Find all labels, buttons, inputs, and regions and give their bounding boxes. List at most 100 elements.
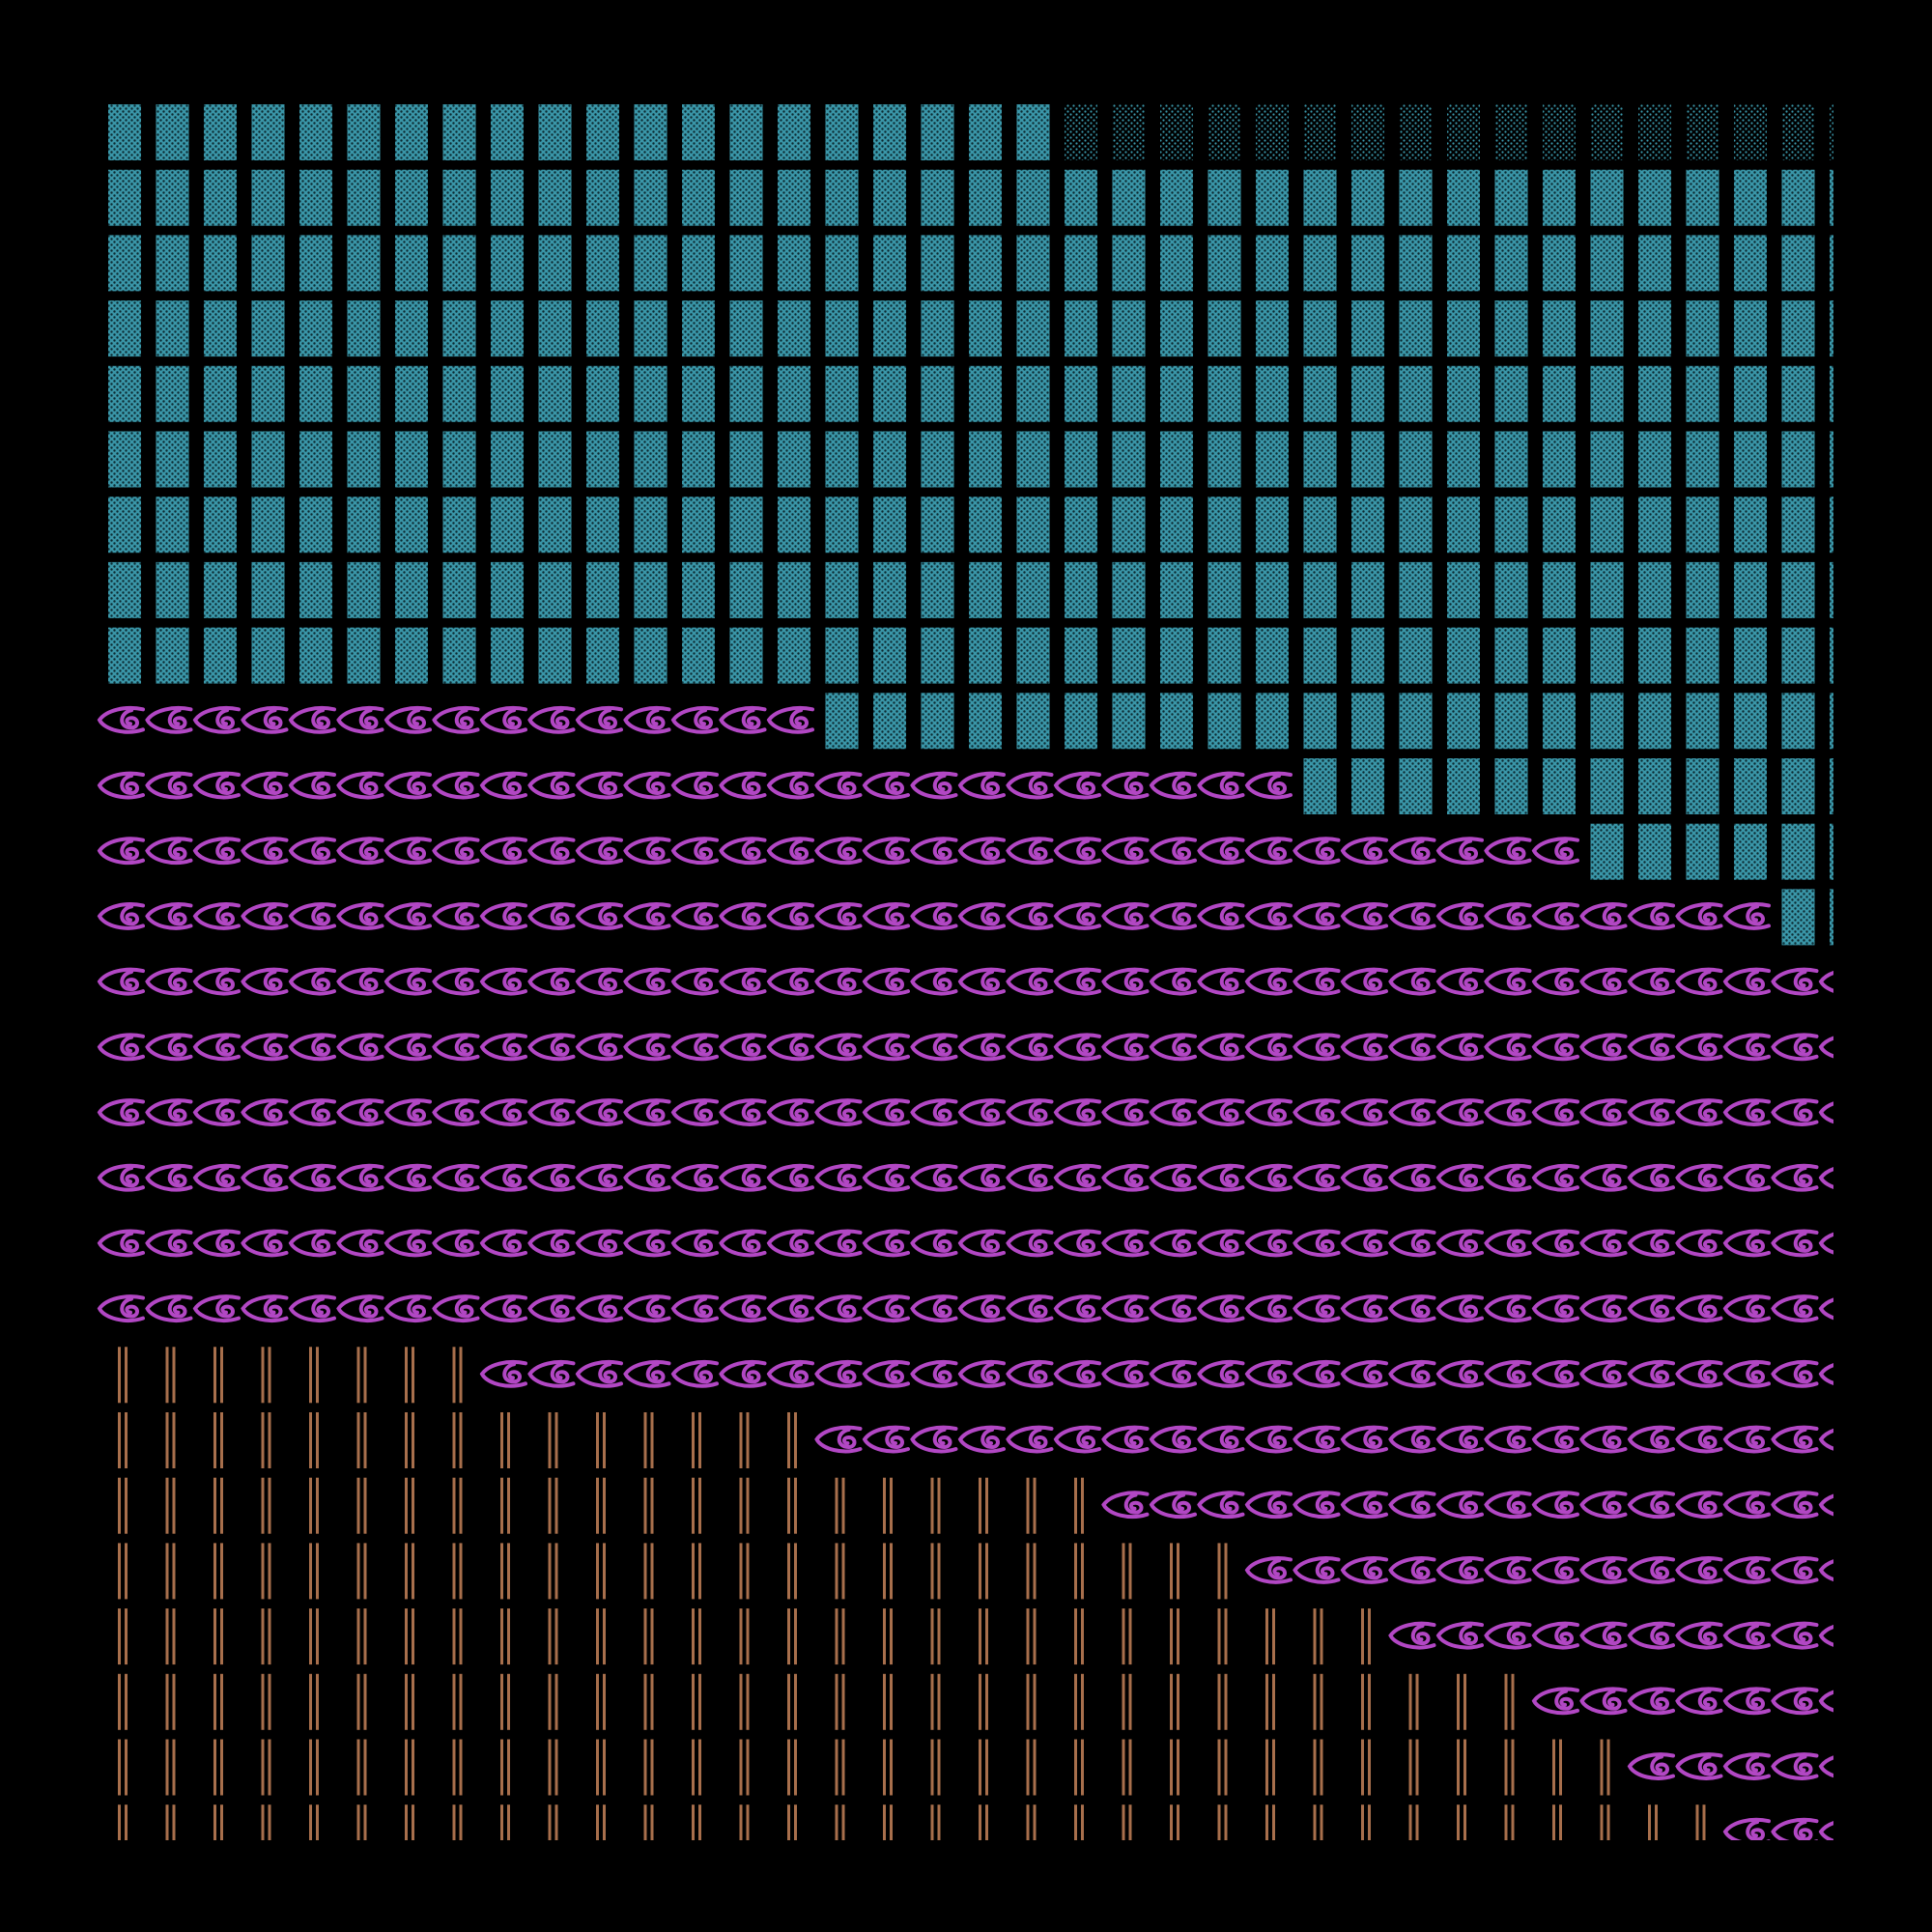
curl-glyph	[241, 1098, 289, 1126]
dotted-block	[586, 365, 619, 422]
curl-glyph	[1771, 967, 1819, 996]
dotted-block	[1638, 823, 1671, 880]
curl-glyph	[1484, 1229, 1532, 1258]
curl-glyph	[576, 1229, 623, 1258]
double-bar	[1217, 1804, 1221, 1840]
curl-glyph	[145, 771, 193, 800]
curl-glyph	[98, 902, 145, 930]
double-bar	[500, 1477, 503, 1534]
double-bar	[841, 1739, 845, 1796]
curl-glyph	[623, 1294, 671, 1322]
dotted-block	[1065, 104, 1097, 160]
double-bar	[739, 1608, 743, 1665]
double-bar	[405, 1412, 408, 1468]
double-bar	[1265, 1608, 1268, 1665]
double-bar	[698, 1543, 701, 1600]
double-bar	[356, 1543, 360, 1600]
curl-glyph	[1484, 1425, 1532, 1454]
double-bar	[937, 1608, 941, 1665]
curl-glyph	[241, 1163, 289, 1192]
dotted-block	[1590, 431, 1624, 488]
curl-glyph	[527, 967, 576, 996]
double-bar	[118, 1477, 121, 1534]
double-bar	[739, 1412, 743, 1468]
curl-glyph	[1006, 1294, 1054, 1322]
curl-glyph	[193, 1229, 241, 1258]
curl-glyph	[1150, 902, 1197, 930]
curl-glyph	[623, 1359, 671, 1388]
dotted-block	[1590, 627, 1624, 684]
curl-glyph	[1293, 1491, 1341, 1520]
dotted-block	[873, 497, 906, 554]
curl-glyph	[1532, 1229, 1579, 1258]
dotted-block	[1543, 561, 1576, 618]
dotted-block	[299, 627, 332, 684]
curl-glyph	[241, 967, 289, 996]
curl-glyph	[767, 902, 814, 930]
double-bar	[213, 1739, 216, 1796]
curl-glyph	[432, 771, 480, 800]
dotted-block	[969, 169, 1002, 226]
curl-glyph	[1101, 1098, 1150, 1126]
curl-glyph	[1819, 1556, 1833, 1584]
dotted-block	[1065, 497, 1097, 554]
curl-glyph	[480, 771, 527, 800]
dotted-block	[778, 365, 810, 422]
curl-glyph	[1675, 902, 1723, 930]
dotted-block	[969, 235, 1002, 292]
curl-glyph	[1054, 1163, 1101, 1192]
curl-glyph	[1628, 1359, 1675, 1388]
double-bar	[937, 1739, 941, 1796]
double-bar	[739, 1477, 743, 1534]
curl-glyph	[1579, 1621, 1628, 1650]
curl-glyph	[1101, 1033, 1150, 1062]
dotted-block	[921, 365, 954, 422]
curl-glyph	[1675, 1621, 1723, 1650]
double-bar	[452, 1608, 456, 1665]
double-bar	[356, 1673, 360, 1730]
curl-glyph	[1245, 1098, 1293, 1126]
curl-glyph	[767, 1098, 814, 1126]
curl-glyph	[958, 1425, 1006, 1454]
curl-glyph	[623, 1163, 671, 1192]
double-bar	[746, 1673, 750, 1730]
dotted-block	[586, 627, 619, 684]
double-bar	[596, 1543, 599, 1600]
dotted-block	[1494, 235, 1528, 292]
curl-glyph	[1675, 1687, 1723, 1716]
dotted-block	[299, 365, 332, 422]
curl-glyph	[767, 967, 814, 996]
curl-glyph	[1771, 1817, 1819, 1840]
double-bar	[643, 1477, 647, 1534]
curl-glyph	[98, 705, 145, 734]
double-bar	[309, 1543, 312, 1600]
dotted-block	[682, 235, 715, 292]
curl-glyph	[1484, 1163, 1532, 1192]
double-bar	[412, 1739, 414, 1796]
double-bar	[1457, 1739, 1460, 1796]
dotted-block	[873, 561, 906, 618]
double-bar	[841, 1608, 845, 1665]
curl-glyph	[1579, 1033, 1628, 1062]
double-bar	[794, 1412, 797, 1468]
double-bar	[1368, 1673, 1371, 1730]
curl-glyph	[1532, 1556, 1579, 1584]
dotted-block	[729, 365, 763, 422]
curl-glyph	[1388, 1229, 1436, 1258]
dotted-block	[1351, 300, 1384, 357]
curl-glyph	[1579, 1294, 1628, 1322]
dotted-block	[442, 365, 476, 422]
dotted-block	[778, 300, 810, 357]
curl-glyph	[384, 1294, 432, 1322]
double-bar	[883, 1608, 886, 1665]
double-bar	[603, 1804, 606, 1840]
double-bar	[1033, 1543, 1037, 1600]
dotted-block	[1830, 497, 1833, 554]
curl-glyph	[145, 837, 193, 866]
curl-glyph	[193, 967, 241, 996]
double-bar	[1313, 1739, 1317, 1796]
double-bar	[500, 1673, 503, 1730]
dotted-block	[1016, 365, 1050, 422]
double-bar	[883, 1477, 886, 1534]
curl-glyph	[1628, 1294, 1675, 1322]
